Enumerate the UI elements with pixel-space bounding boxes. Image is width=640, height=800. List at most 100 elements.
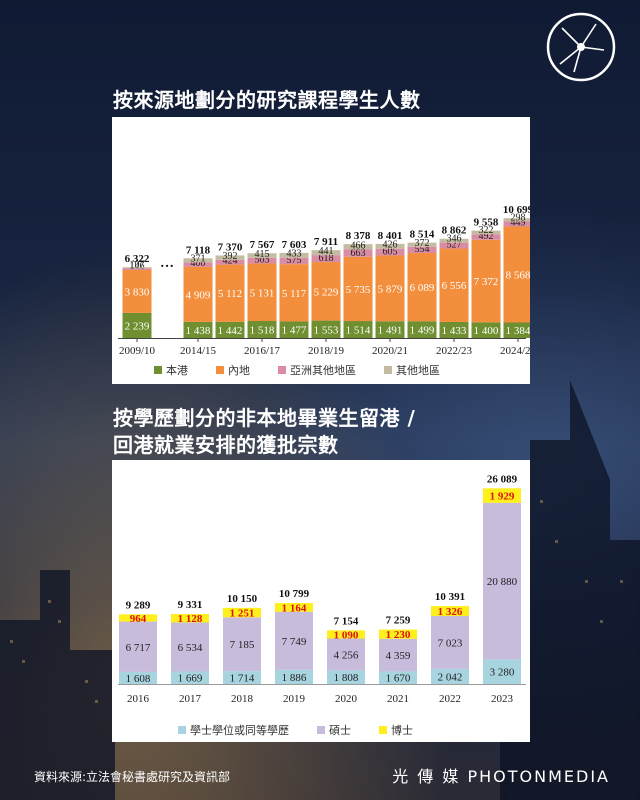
bar-segment — [431, 668, 469, 684]
data-label: 7 372 — [474, 276, 499, 288]
data-label: 1 442 — [218, 325, 243, 337]
data-label: 1 230 — [386, 629, 411, 641]
bar-segment — [275, 669, 313, 684]
data-label: 371 — [191, 253, 206, 264]
data-label: 663 — [351, 248, 366, 259]
total-label: 7 567 — [250, 239, 275, 251]
chart1-panel: 2 239 3 830 146 107 6 322 1 438 4 909 400 371 7 1… — [112, 117, 530, 384]
x-tick-label: 2024/25 — [500, 345, 530, 357]
bar-segment — [379, 629, 417, 639]
bar-segment — [343, 321, 373, 338]
bar-segment — [439, 321, 469, 338]
bar-segment — [223, 617, 261, 672]
legend-item: 亞洲其他地區 — [278, 362, 356, 378]
bar-segment — [343, 256, 373, 322]
legend-swatch — [384, 366, 392, 374]
legend-swatch — [178, 726, 186, 734]
data-label: 5 879 — [378, 283, 403, 295]
legend-item: 碩士 — [317, 722, 351, 738]
data-label: 1 251 — [230, 608, 255, 620]
total-label: 9 558 — [474, 217, 499, 229]
legend-item: 博士 — [379, 722, 413, 738]
bar-segment — [275, 611, 313, 670]
bar-segment — [439, 242, 469, 249]
bar-segment — [247, 257, 277, 264]
bar-segment — [375, 248, 405, 256]
data-label: 2 239 — [125, 320, 150, 332]
data-label: 1 886 — [282, 672, 307, 684]
data-label: 1 669 — [178, 673, 203, 685]
bar-segment — [122, 267, 152, 269]
x-tick-label: 2021 — [387, 693, 409, 705]
data-label: 6 089 — [410, 282, 435, 294]
legend-item: 學士學位或同等學歷 — [178, 722, 289, 738]
bar-segment — [275, 603, 313, 612]
bar-segment — [343, 249, 373, 257]
legend-swatch — [278, 366, 286, 374]
data-label: 5 112 — [218, 288, 242, 300]
data-label: 527 — [447, 240, 462, 251]
legend-swatch — [317, 726, 325, 734]
bar-segment — [279, 257, 309, 265]
bar-segment — [279, 252, 309, 258]
bar-segment — [439, 248, 469, 322]
total-label: 7 911 — [314, 236, 338, 248]
legend-swatch — [154, 366, 162, 374]
legend-label: 本港 — [166, 364, 188, 377]
data-label: 1 553 — [314, 324, 339, 336]
data-label: 424 — [223, 256, 238, 267]
data-label: 618 — [319, 253, 334, 264]
bar-segment — [407, 321, 437, 338]
data-label: 1 477 — [282, 325, 307, 337]
legend-swatch — [379, 726, 387, 734]
photon-logo-icon — [546, 12, 616, 82]
total-label: 10 150 — [227, 593, 258, 605]
data-label: 964 — [130, 613, 147, 625]
bar-segment — [171, 671, 209, 684]
data-label: 8 568 — [506, 270, 530, 282]
data-label: 1 929 — [490, 491, 515, 503]
data-label: 1 326 — [438, 606, 463, 618]
total-label: 7 603 — [282, 239, 307, 251]
data-label: 1 400 — [474, 325, 499, 337]
chart2-legend: 學士學位或同等學歷 碩士 博士 — [178, 722, 413, 738]
legend-item: 本港 — [154, 362, 188, 378]
bar-segment — [223, 607, 261, 618]
data-label: 298 — [511, 213, 526, 224]
x-tick-label: 2019 — [283, 693, 306, 705]
chart2-svg: 1 608 6 717 964 9 289 2016 1 669 6 534 1 128 9 3… — [118, 473, 526, 705]
data-label: 1 491 — [378, 325, 403, 337]
bar-segment — [431, 616, 469, 669]
bar-segment — [483, 502, 521, 660]
data-label: 1 499 — [410, 325, 435, 337]
bar-segment — [327, 630, 365, 639]
bar-segment — [471, 322, 501, 338]
data-label: 1 514 — [346, 325, 371, 337]
data-label: 575 — [287, 255, 302, 266]
source-note: 資料來源:立法會秘書處研究及資訊部 — [34, 770, 231, 784]
total-label: 8 378 — [346, 230, 371, 242]
data-label: 322 — [479, 225, 494, 236]
bar-segment — [183, 266, 213, 322]
data-label: 1 808 — [334, 672, 359, 684]
data-label: 3 280 — [490, 667, 515, 679]
x-tick-label: 2022 — [439, 693, 461, 705]
data-label: 5 117 — [282, 288, 307, 300]
bar-segment — [379, 671, 417, 684]
data-label: 1 714 — [230, 673, 255, 685]
bar-segment — [431, 606, 469, 617]
bar-segment — [343, 244, 373, 250]
data-label: 415 — [255, 249, 270, 260]
total-label: 10 799 — [279, 588, 310, 600]
chart1-title: 按來源地劃分的研究課程學生人數 — [113, 88, 421, 112]
data-label: 503 — [255, 255, 270, 266]
legend-label: 其他地區 — [396, 364, 440, 377]
bar-segment — [379, 638, 417, 672]
bar-segment — [327, 670, 365, 684]
bar-segment — [215, 259, 245, 265]
brand-label: 光 傳 媒 PHOTONMEDIA — [392, 767, 610, 786]
bar-segment — [279, 264, 309, 322]
data-label: 1 164 — [282, 602, 307, 614]
legend-label: 亞洲其他地區 — [290, 364, 356, 377]
data-label: 1 433 — [442, 325, 467, 337]
